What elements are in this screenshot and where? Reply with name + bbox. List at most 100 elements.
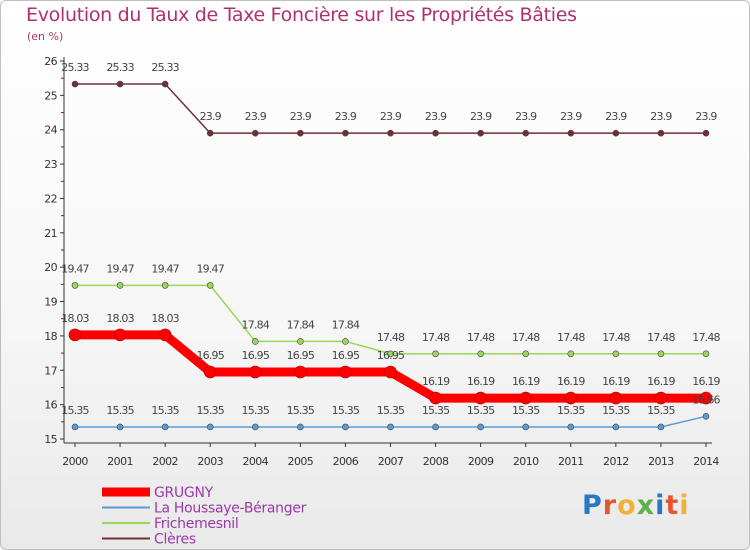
logo-letter: t [665,490,679,521]
data-point-la-houssaye-b-ranger [703,413,709,419]
data-point-la-houssaye-b-ranger [478,424,484,430]
data-point-cl-res [433,130,439,136]
data-label-cl-res: 23.9 [290,110,312,123]
x-tick-label: 2007 [378,455,404,468]
data-label-frichemesnil: 17.48 [377,331,405,344]
data-point-la-houssaye-b-ranger [658,424,664,430]
data-label-grugny: 16.19 [467,375,495,388]
data-label-cl-res: 23.9 [470,110,492,123]
data-point-grugny [339,366,351,378]
data-label-grugny: 16.19 [692,375,720,388]
data-point-grugny [430,392,442,404]
data-point-cl-res [162,81,168,87]
data-point-grugny [565,392,577,404]
data-label-frichemesnil: 17.84 [332,318,360,331]
data-point-grugny [114,329,126,341]
data-label-grugny: 16.19 [647,375,675,388]
data-point-frichemesnil [207,282,213,288]
data-point-cl-res [252,130,258,136]
data-label-la-houssaye-b-ranger: 15.35 [151,404,179,417]
y-tick-label: 18 [44,330,57,343]
data-label-la-houssaye-b-ranger: 15.35 [242,404,270,417]
data-label-la-houssaye-b-ranger: 15.35 [422,404,450,417]
data-label-cl-res: 23.9 [425,110,447,123]
x-tick-label: 2013 [648,455,674,468]
data-label-la-houssaye-b-ranger: 15.35 [287,404,315,417]
x-tick-label: 2011 [558,455,584,468]
data-label-la-houssaye-b-ranger: 15.35 [512,404,540,417]
data-point-frichemesnil [703,351,709,357]
data-label-la-houssaye-b-ranger: 15.35 [377,404,405,417]
data-point-grugny [294,366,306,378]
data-label-la-houssaye-b-ranger: 15.66 [692,393,720,406]
logo-letter: i [655,490,665,521]
x-tick-label: 2008 [423,455,449,468]
data-label-la-houssaye-b-ranger: 15.35 [602,404,630,417]
y-tick-label: 16 [44,399,57,412]
data-label-grugny: 18.03 [61,312,89,325]
data-point-grugny [655,392,667,404]
data-point-la-houssaye-b-ranger [342,424,348,430]
data-label-la-houssaye-b-ranger: 15.35 [557,404,585,417]
data-label-la-houssaye-b-ranger: 15.35 [61,404,89,417]
x-tick-label: 2009 [468,455,494,468]
data-point-grugny [204,366,216,378]
data-label-cl-res: 25.33 [106,61,134,74]
x-tick-label: 2010 [513,455,539,468]
data-point-cl-res [297,130,303,136]
data-point-cl-res [658,130,664,136]
x-tick-label: 2003 [197,455,223,468]
y-tick-label: 20 [44,261,57,274]
data-point-la-houssaye-b-ranger [523,424,529,430]
data-point-cl-res [613,130,619,136]
data-label-frichemesnil: 17.48 [422,331,450,344]
data-label-la-houssaye-b-ranger: 15.35 [647,404,675,417]
data-point-la-houssaye-b-ranger [433,424,439,430]
data-label-cl-res: 25.33 [151,61,179,74]
data-label-grugny: 16.95 [377,349,405,362]
data-point-cl-res [117,81,123,87]
data-label-frichemesnil: 17.48 [557,331,585,344]
data-label-frichemesnil: 17.48 [647,331,675,344]
legend-label-la-houssaye-b-ranger: La Houssaye-Béranger [154,501,307,517]
data-labels: 25.33 25.33 25.33 23.9 23.9 23.9 23.9 23.9 23.9 2… [61,61,720,417]
data-label-cl-res: 23.9 [335,110,357,123]
data-point-cl-res [568,130,574,136]
data-label-frichemesnil: 17.48 [512,331,540,344]
data-label-cl-res: 23.9 [560,110,582,123]
data-label-cl-res: 25.33 [61,61,89,74]
data-label-grugny: 16.19 [422,375,450,388]
data-point-la-houssaye-b-ranger [252,424,258,430]
data-point-cl-res [388,130,394,136]
data-label-grugny: 18.03 [106,312,134,325]
data-point-frichemesnil [613,351,619,357]
data-point-la-houssaye-b-ranger [117,424,123,430]
data-point-la-houssaye-b-ranger [72,424,78,430]
data-point-la-houssaye-b-ranger [388,424,394,430]
data-point-frichemesnil [162,282,168,288]
data-point-cl-res [703,130,709,136]
data-label-frichemesnil: 17.48 [692,331,720,344]
data-label-grugny: 16.95 [287,349,315,362]
data-point-cl-res [207,130,213,136]
data-point-la-houssaye-b-ranger [297,424,303,430]
legend-label-cl-res: Clères [154,532,196,548]
data-point-la-houssaye-b-ranger [613,424,619,430]
legend-label-grugny: GRUGNY [154,485,214,501]
data-point-la-houssaye-b-ranger [207,424,213,430]
data-label-cl-res: 23.9 [245,110,267,123]
data-label-frichemesnil: 17.48 [467,331,495,344]
x-tick-label: 2012 [603,455,629,468]
legend-label-frichemesnil: Frichemesnil [154,516,238,532]
data-point-grugny [610,392,622,404]
data-label-frichemesnil: 17.84 [287,318,315,331]
data-point-frichemesnil [117,282,123,288]
data-label-frichemesnil: 17.84 [242,318,270,331]
data-label-grugny: 16.95 [196,349,224,362]
data-label-grugny: 16.19 [602,375,630,388]
logo-letter: r [603,490,617,521]
data-point-frichemesnil [433,351,439,357]
data-point-cl-res [72,81,78,87]
data-point-frichemesnil [72,282,78,288]
